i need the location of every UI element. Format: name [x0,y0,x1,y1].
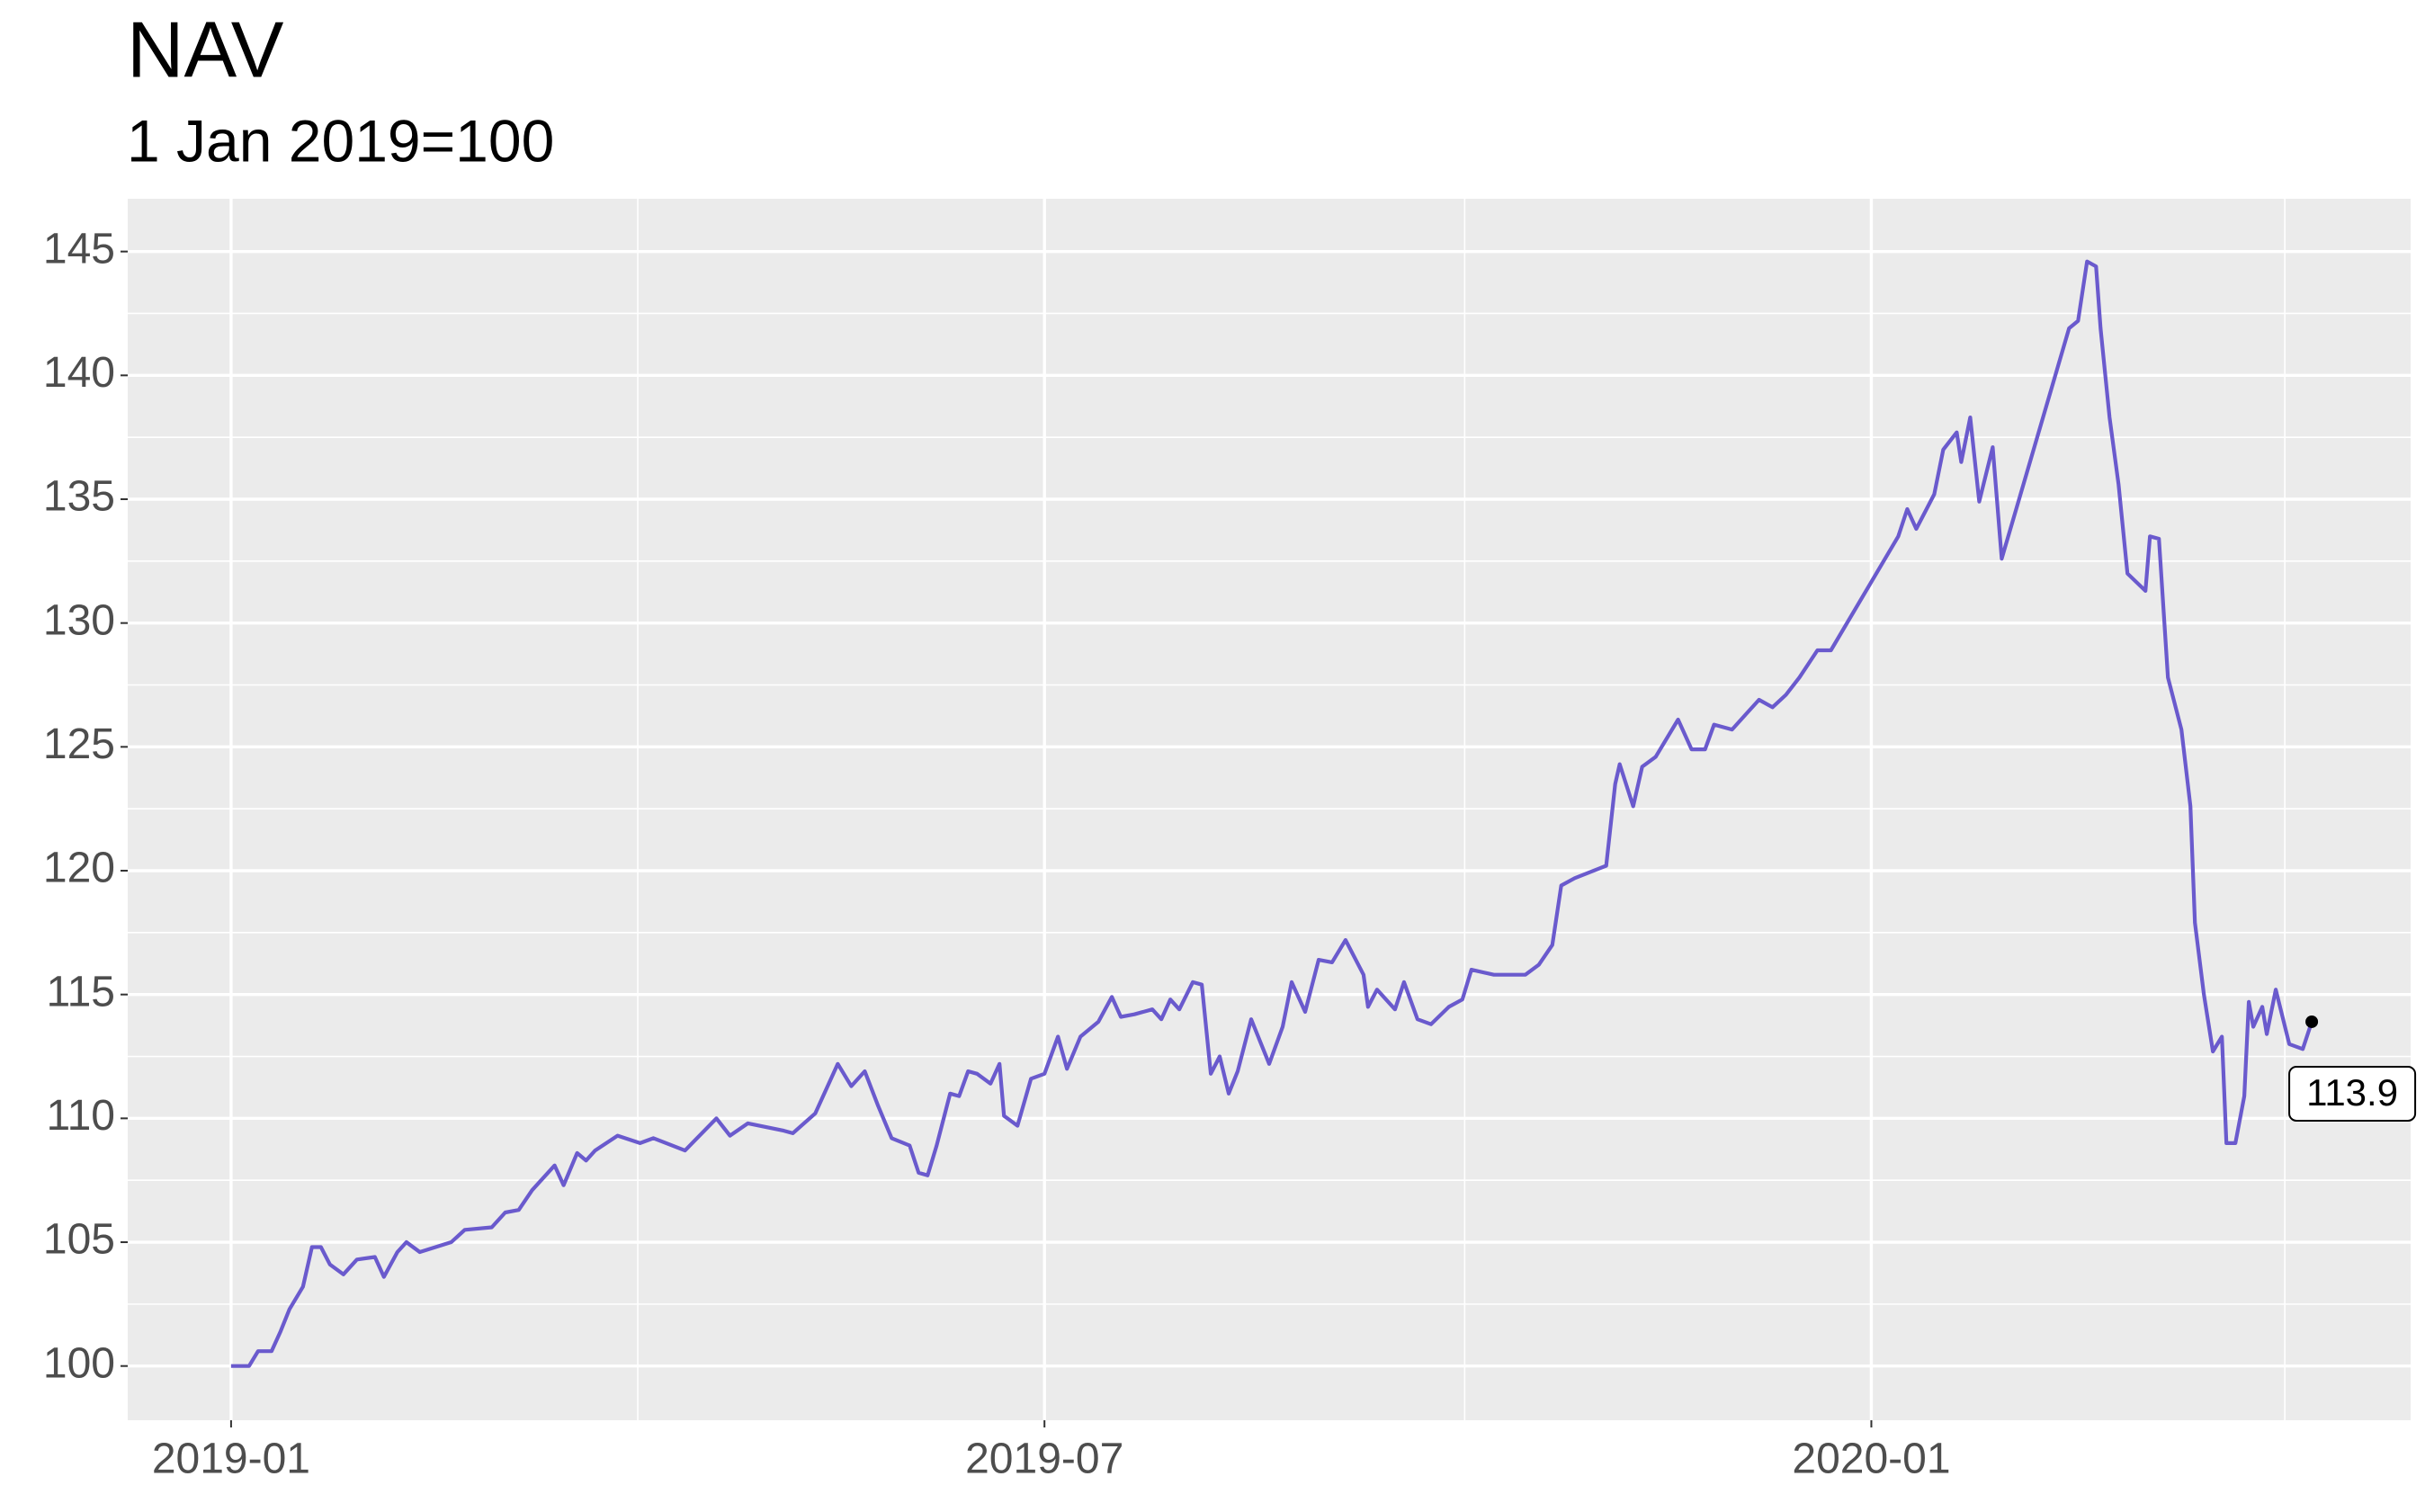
y-tick-label: 140 [43,349,115,397]
x-tick-label: 2020-01 [1792,1436,1950,1483]
y-tick-label: 105 [43,1216,115,1264]
plot-panel [128,199,2411,1420]
end-label-box [2288,1065,2417,1122]
x-tick-label: 2019-07 [965,1436,1123,1483]
y-tick-label: 120 [43,845,115,892]
nav-line [230,259,2314,1368]
y-tick-label: 115 [46,968,115,1015]
y-tick-label: 145 [43,225,115,273]
y-tick-label: 125 [43,720,115,768]
x-tick-label: 2019-01 [152,1436,310,1483]
y-tick-label: 130 [43,596,115,644]
y-tick-label: 110 [46,1092,115,1140]
chart-title: NAV [127,4,284,94]
end-label: 113.9 [2306,1071,2398,1114]
y-tick-label: 135 [43,473,115,521]
chart-subtitle: 1 Jan 2019=100 [127,107,554,174]
end-point [2305,1015,2319,1028]
y-tick-label: 100 [43,1339,115,1387]
